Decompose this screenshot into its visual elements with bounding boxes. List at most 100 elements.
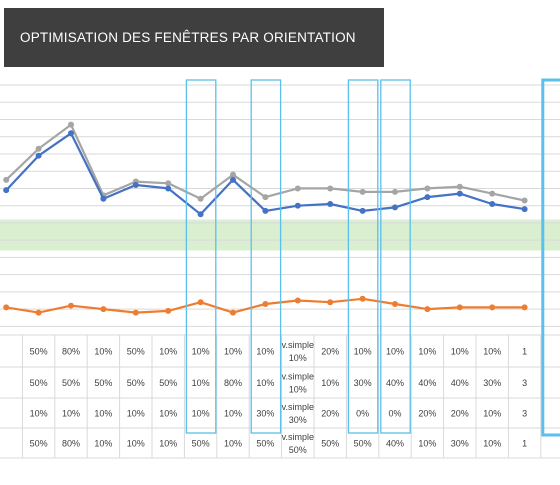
- table-cell: 10%: [354, 347, 372, 357]
- data-point-blue: [197, 211, 204, 218]
- table-cell: 10%: [127, 409, 145, 419]
- table-cell: 10%: [483, 347, 501, 357]
- table-cell: 50%: [321, 439, 339, 449]
- data-point-blue: [456, 190, 463, 197]
- data-point-blue: [230, 176, 236, 183]
- table-cell: 30%: [289, 415, 307, 425]
- table-cell: 0%: [388, 409, 401, 419]
- series-line-blue: [5, 132, 525, 216]
- table-cell: 0%: [356, 409, 369, 419]
- table-cell: 50%: [30, 439, 48, 449]
- data-point-blue: [35, 152, 42, 159]
- highlight-box: [185, 79, 217, 434]
- data-point-grey: [327, 185, 334, 192]
- table-cell: 10%: [289, 385, 307, 395]
- data-point-blue: [294, 202, 301, 209]
- data-point-orange: [132, 309, 139, 316]
- data-point-grey: [392, 188, 398, 195]
- data-point-grey: [165, 180, 172, 187]
- table-cell: 10%: [94, 439, 112, 449]
- table-cell: 10%: [159, 409, 177, 419]
- highlight-box: [347, 79, 379, 434]
- table-cell: 50%: [256, 439, 274, 449]
- table-cell: 1: [522, 347, 527, 357]
- data-point-orange: [489, 304, 496, 311]
- data-point-blue: [327, 200, 334, 207]
- table-cell: 10%: [224, 347, 242, 357]
- data-point-orange: [456, 304, 463, 311]
- data-point-grey: [197, 195, 204, 202]
- table-cell: 40%: [386, 439, 404, 449]
- table-cell: 80%: [224, 378, 242, 388]
- data-point-grey: [3, 176, 10, 183]
- table-cell: 10%: [289, 353, 307, 363]
- table-cell: 50%: [30, 378, 48, 388]
- table-cell: 50%: [94, 378, 112, 388]
- table-cell: v.simple: [282, 372, 314, 382]
- table-cell: 20%: [321, 347, 339, 357]
- table-cell: 10%: [418, 439, 436, 449]
- data-point-grey: [521, 197, 528, 204]
- data-point-orange: [100, 306, 107, 313]
- highlight-layer: [185, 78, 560, 437]
- table-cell: 1: [522, 439, 527, 449]
- table-cell: 50%: [192, 439, 210, 449]
- data-point-orange: [230, 309, 236, 316]
- table-cell: 10%: [483, 409, 501, 419]
- highlight-box: [380, 79, 411, 434]
- data-point-orange: [3, 304, 10, 311]
- data-point-orange: [327, 299, 334, 306]
- data-point-blue: [100, 195, 107, 202]
- table-cell: 50%: [354, 439, 372, 449]
- data-point-grey: [359, 188, 366, 195]
- data-point-grey: [35, 145, 42, 152]
- table-cell: 10%: [30, 409, 48, 419]
- series-line-grey: [5, 123, 525, 202]
- data-point-grey: [230, 171, 236, 178]
- table-cell: 10%: [321, 378, 339, 388]
- data-point-blue: [359, 207, 366, 214]
- data-point-orange: [521, 304, 528, 311]
- table-cell: 30%: [483, 378, 501, 388]
- table-cell: 40%: [451, 378, 469, 388]
- data-point-grey: [489, 190, 496, 197]
- table-cell: 10%: [94, 347, 112, 357]
- table-cell: 10%: [224, 409, 242, 419]
- table-cell: 10%: [62, 409, 80, 419]
- table-cell: 20%: [451, 409, 469, 419]
- table-cell: 30%: [354, 378, 372, 388]
- data-point-grey: [294, 185, 301, 192]
- data-point-blue: [68, 130, 74, 137]
- table-cell: 10%: [127, 439, 145, 449]
- table-cell: 50%: [62, 378, 80, 388]
- data-point-blue: [262, 207, 269, 214]
- table-cell: v.simple: [282, 340, 314, 350]
- data-point-orange: [294, 297, 301, 304]
- data-point-blue: [132, 182, 139, 188]
- table-cell: 3: [522, 409, 527, 419]
- highlight-box: [541, 78, 560, 437]
- data-point-orange: [197, 299, 204, 306]
- data-point-grey: [456, 183, 463, 190]
- data-point-blue: [392, 204, 398, 211]
- table-cell: 50%: [159, 378, 177, 388]
- data-point-blue: [424, 194, 431, 201]
- table-cell: 10%: [159, 347, 177, 357]
- data-point-blue: [489, 200, 496, 207]
- table-cell: 50%: [127, 378, 145, 388]
- table-cell: 10%: [192, 409, 210, 419]
- table-cell: 80%: [62, 439, 80, 449]
- table-cell: 10%: [256, 378, 274, 388]
- table-cell: 10%: [418, 347, 436, 357]
- data-point-orange: [165, 307, 172, 314]
- table-cell: 10%: [451, 347, 469, 357]
- table-cell: 50%: [30, 347, 48, 357]
- table-cell: 20%: [418, 409, 436, 419]
- data-point-orange: [359, 295, 366, 302]
- data-point-blue: [3, 187, 10, 194]
- data-point-grey: [68, 121, 74, 128]
- table-cell: 40%: [418, 378, 436, 388]
- data-point-orange: [262, 300, 269, 307]
- table-cell: 80%: [62, 347, 80, 357]
